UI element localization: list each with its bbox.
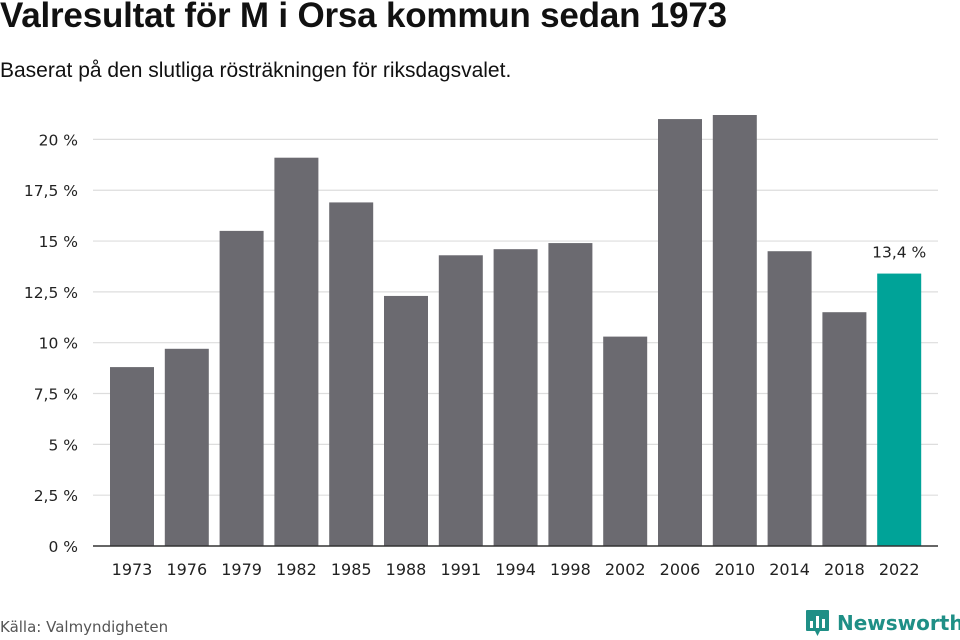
x-tick-label: 1991 bbox=[440, 560, 481, 579]
x-tick-label: 2010 bbox=[714, 560, 755, 579]
x-tick-label: 2022 bbox=[879, 560, 920, 579]
x-tick-label: 1994 bbox=[495, 560, 536, 579]
x-tick-label: 2006 bbox=[660, 560, 701, 579]
bar-2014 bbox=[767, 251, 812, 546]
bar-2002 bbox=[603, 336, 648, 546]
x-tick-label: 1973 bbox=[112, 560, 153, 579]
bar-1973 bbox=[110, 367, 154, 546]
y-tick-label: 12,5 % bbox=[24, 284, 78, 302]
x-tick-label: 1979 bbox=[221, 560, 262, 579]
y-tick-label: 15 % bbox=[39, 233, 78, 251]
x-tick-label: 2002 bbox=[605, 560, 646, 579]
chart-subtitle: Baserat på den slutliga rösträkningen fö… bbox=[0, 59, 512, 82]
x-tick-label: 1988 bbox=[386, 560, 427, 579]
bar-2010 bbox=[712, 115, 757, 546]
bar-2022 bbox=[877, 273, 922, 546]
newsworthy-logo-text: Newsworthy bbox=[837, 611, 960, 635]
x-tick-label: 1985 bbox=[331, 560, 372, 579]
newsworthy-logo-icon bbox=[806, 610, 829, 636]
y-tick-label: 10 % bbox=[39, 335, 78, 353]
x-tick-label: 2018 bbox=[824, 560, 865, 579]
bar-2006 bbox=[658, 119, 702, 546]
y-tick-label: 2,5 % bbox=[34, 487, 78, 505]
data-labels: 13,4 % bbox=[872, 244, 926, 262]
bar-1991 bbox=[438, 255, 483, 546]
x-tick-label: 1998 bbox=[550, 560, 591, 579]
bar-1985 bbox=[329, 202, 374, 547]
y-tick-label: 17,5 % bbox=[24, 182, 78, 200]
x-tick-label: 2014 bbox=[769, 560, 810, 579]
newsworthy-logo[interactable]: Newsworthy bbox=[805, 608, 960, 638]
bar-1976 bbox=[164, 348, 209, 546]
bar-1998 bbox=[548, 243, 593, 546]
bar-1994 bbox=[493, 249, 538, 546]
chart-title: Valresultat för M i Orsa kommun sedan 19… bbox=[0, 0, 727, 35]
y-tick-label: 5 % bbox=[48, 436, 78, 454]
bar-1982 bbox=[274, 157, 319, 546]
y-tick-label: 20 % bbox=[39, 131, 78, 149]
bar-1988 bbox=[384, 295, 428, 546]
y-tick-label: 7,5 % bbox=[34, 386, 78, 404]
y-axis-ticks: 0 % 2,5 % 5 % 7,5 % 10 % 12,5 % 15 % 17,5 % 20 % bbox=[24, 131, 78, 556]
data-label: 13,4 % bbox=[872, 244, 926, 262]
bar-2018 bbox=[822, 312, 867, 546]
bar-1979 bbox=[219, 230, 264, 546]
y-tick-label: 0 % bbox=[48, 538, 78, 556]
bars bbox=[110, 115, 922, 547]
x-tick-label: 1976 bbox=[166, 560, 207, 579]
source-note: Källa: Valmyndigheten bbox=[0, 618, 169, 636]
x-tick-label: 1982 bbox=[276, 560, 317, 579]
x-axis-labels: 1973 1976 1979 1982 1985 1988 1991 1994 1998 2002… bbox=[112, 560, 920, 579]
